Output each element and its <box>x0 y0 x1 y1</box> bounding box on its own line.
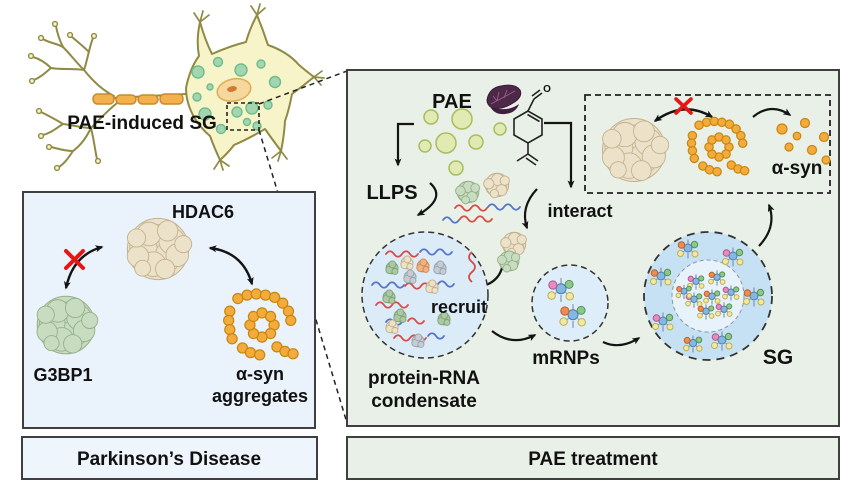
dashed-callout-icon <box>258 70 348 105</box>
condensate-contents <box>371 248 476 348</box>
pae-droplets <box>418 108 507 176</box>
protein-pair-interact <box>497 231 527 273</box>
g3bp1-label: G3BP1 <box>33 365 92 385</box>
parkinsons-disease-panel: HDAC6 G3BP1 α-syn aggregates <box>22 191 316 429</box>
protein-pair-llps <box>455 172 510 205</box>
mrnps-circle <box>531 264 609 342</box>
parkinsons-disease-footer: Parkinson’s Disease <box>21 436 318 480</box>
pae-treatment-panel: PAE O LLPS interact <box>346 69 840 427</box>
stress-granule-dots <box>191 56 282 135</box>
aldehyde-oxygen-label: O <box>543 84 551 95</box>
hdac6-protein-blob-icon <box>601 118 670 182</box>
curved-double-arrow-hdac6-asyn <box>208 245 254 286</box>
curved-double-arrow-hdac6-aggregate <box>653 108 714 122</box>
perilla-leaf-icon <box>486 84 522 115</box>
pae-footer-label: PAE treatment <box>528 449 658 470</box>
asyn-aggregates-label-line2: aggregates <box>212 386 308 406</box>
arrow-sg-to-asyn-box <box>758 203 775 247</box>
dashed-callout-icon <box>258 129 348 424</box>
condensate-label-line1: protein-RNA <box>368 368 480 389</box>
asyn-dashed-box <box>584 94 831 194</box>
perillaldehyde-structure-icon <box>513 89 543 166</box>
asyn-label: α-syn <box>772 158 823 179</box>
mrnp-complex-icons <box>547 278 586 328</box>
hdac6-label: HDAC6 <box>172 202 234 222</box>
pae-label: PAE <box>432 91 472 113</box>
sg-label: SG <box>763 346 793 369</box>
arrow-mrnps-to-sg <box>602 337 641 347</box>
neuron-icon <box>27 3 325 172</box>
mrnps-label: mRNPs <box>532 348 600 369</box>
arrow-droplets-to-llps <box>394 122 414 167</box>
alpha-syn-aggregate-icon <box>686 116 750 177</box>
llps-label: LLPS <box>366 182 417 204</box>
arrow-llps-to-condensate <box>416 182 438 216</box>
arrow-interact-to-proteins <box>521 188 538 230</box>
arrow-structure-to-interact <box>544 121 575 189</box>
pae-footer-frame <box>346 436 840 480</box>
neurite-fork-tips <box>193 3 325 171</box>
condensate-label-line2: condensate <box>371 391 477 412</box>
hdac6-protein-blob-icon <box>126 217 193 281</box>
recruit-label: recruit <box>431 297 487 317</box>
red-cross-icon <box>674 97 693 115</box>
alpha-syn-aggregate-icon <box>222 288 299 361</box>
red-cross-icon <box>64 249 85 270</box>
pd-footer-frame <box>21 436 318 480</box>
dendrite-branches <box>27 20 118 172</box>
alpha-syn-monomer-icons <box>776 117 831 165</box>
neuron-caption: PAE-induced SG <box>67 113 217 134</box>
rna-wave-icon <box>442 203 521 224</box>
g3bp1-protein-blob-icon <box>36 295 99 355</box>
pd-footer-label: Parkinson’s Disease <box>77 449 261 470</box>
zoom-region-dashed-square <box>226 102 260 131</box>
nucleolus-icon <box>227 86 237 92</box>
pae-treatment-footer: PAE treatment <box>346 436 840 480</box>
interact-label: interact <box>547 201 612 221</box>
sg-mrnp-complexes <box>650 239 765 353</box>
arrow-aggregate-to-monomers <box>752 107 792 118</box>
asyn-aggregates-label-line1: α-syn <box>236 364 284 384</box>
arrow-condensate-to-mrnps <box>491 330 537 342</box>
myelin-segments <box>92 93 184 105</box>
